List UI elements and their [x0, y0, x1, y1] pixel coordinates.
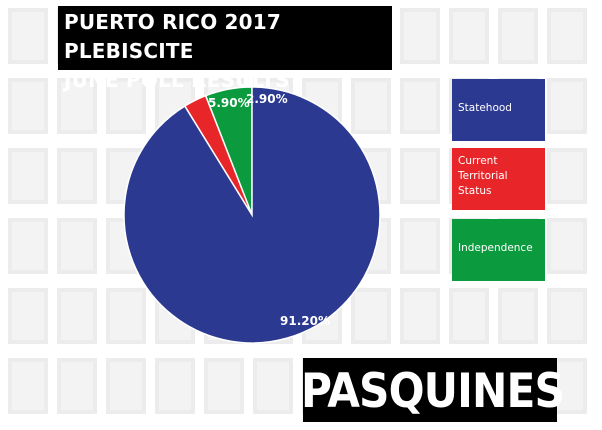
- legend-item-territorial-status: Current Territorial Status: [452, 148, 545, 210]
- slice-label-independence: 5.90%: [208, 96, 250, 110]
- background-tile: [8, 78, 48, 134]
- legend-label-statehood: Statehood: [458, 102, 512, 114]
- background-tile: [8, 358, 48, 414]
- background-tile: [106, 78, 146, 134]
- background-tile: [57, 358, 97, 414]
- background-tile: [253, 358, 293, 414]
- background-tile: [498, 8, 538, 64]
- background-tile: [351, 288, 391, 344]
- legend-label-territorial-line-1: Current: [458, 155, 498, 167]
- background-tile: [106, 288, 146, 344]
- brand-box: [303, 358, 557, 422]
- background-tile: [57, 148, 97, 204]
- background-tile: [547, 148, 587, 204]
- legend-item-statehood: Statehood: [452, 79, 545, 141]
- legend-label-independence: Independence: [458, 242, 533, 254]
- background-tile: [400, 288, 440, 344]
- background-tile: [400, 8, 440, 64]
- slice-label-territorial-status: 2.90%: [246, 92, 288, 106]
- background-tile: [8, 218, 48, 274]
- background-tile: [449, 8, 489, 64]
- background-tile: [400, 148, 440, 204]
- slice-label-statehood: 91.20%: [280, 314, 330, 328]
- background-tile: [547, 78, 587, 134]
- background-tile: [204, 358, 244, 414]
- background-tile: [498, 288, 538, 344]
- background-tile: [547, 8, 587, 64]
- background-tile: [449, 288, 489, 344]
- background-tile: [400, 78, 440, 134]
- title-line-1: PUERTO RICO 2017 PLEBISCITE: [64, 10, 282, 63]
- background-tile: [57, 78, 97, 134]
- brand-logo-text: PASQUINES: [301, 364, 565, 419]
- background-tile: [8, 288, 48, 344]
- legend-label-territorial-line-3: Status: [458, 185, 492, 197]
- background-tile: [57, 218, 97, 274]
- background-tile: [351, 78, 391, 134]
- legend-label-territorial-line-2: Territorial: [458, 170, 508, 182]
- background-tile: [155, 358, 195, 414]
- background-tile: [57, 288, 97, 344]
- chart-title: PUERTO RICO 2017 PLEBISCITE JUNE POLL RE…: [58, 6, 392, 92]
- legend-item-independence: Independence: [452, 219, 545, 281]
- background-tile: [8, 148, 48, 204]
- background-tile: [547, 218, 587, 274]
- background-tile: [106, 358, 146, 414]
- background-tile: [8, 8, 48, 64]
- pie-slice-statehood: [123, 86, 381, 344]
- background-tile: [400, 218, 440, 274]
- background-tile: [547, 288, 587, 344]
